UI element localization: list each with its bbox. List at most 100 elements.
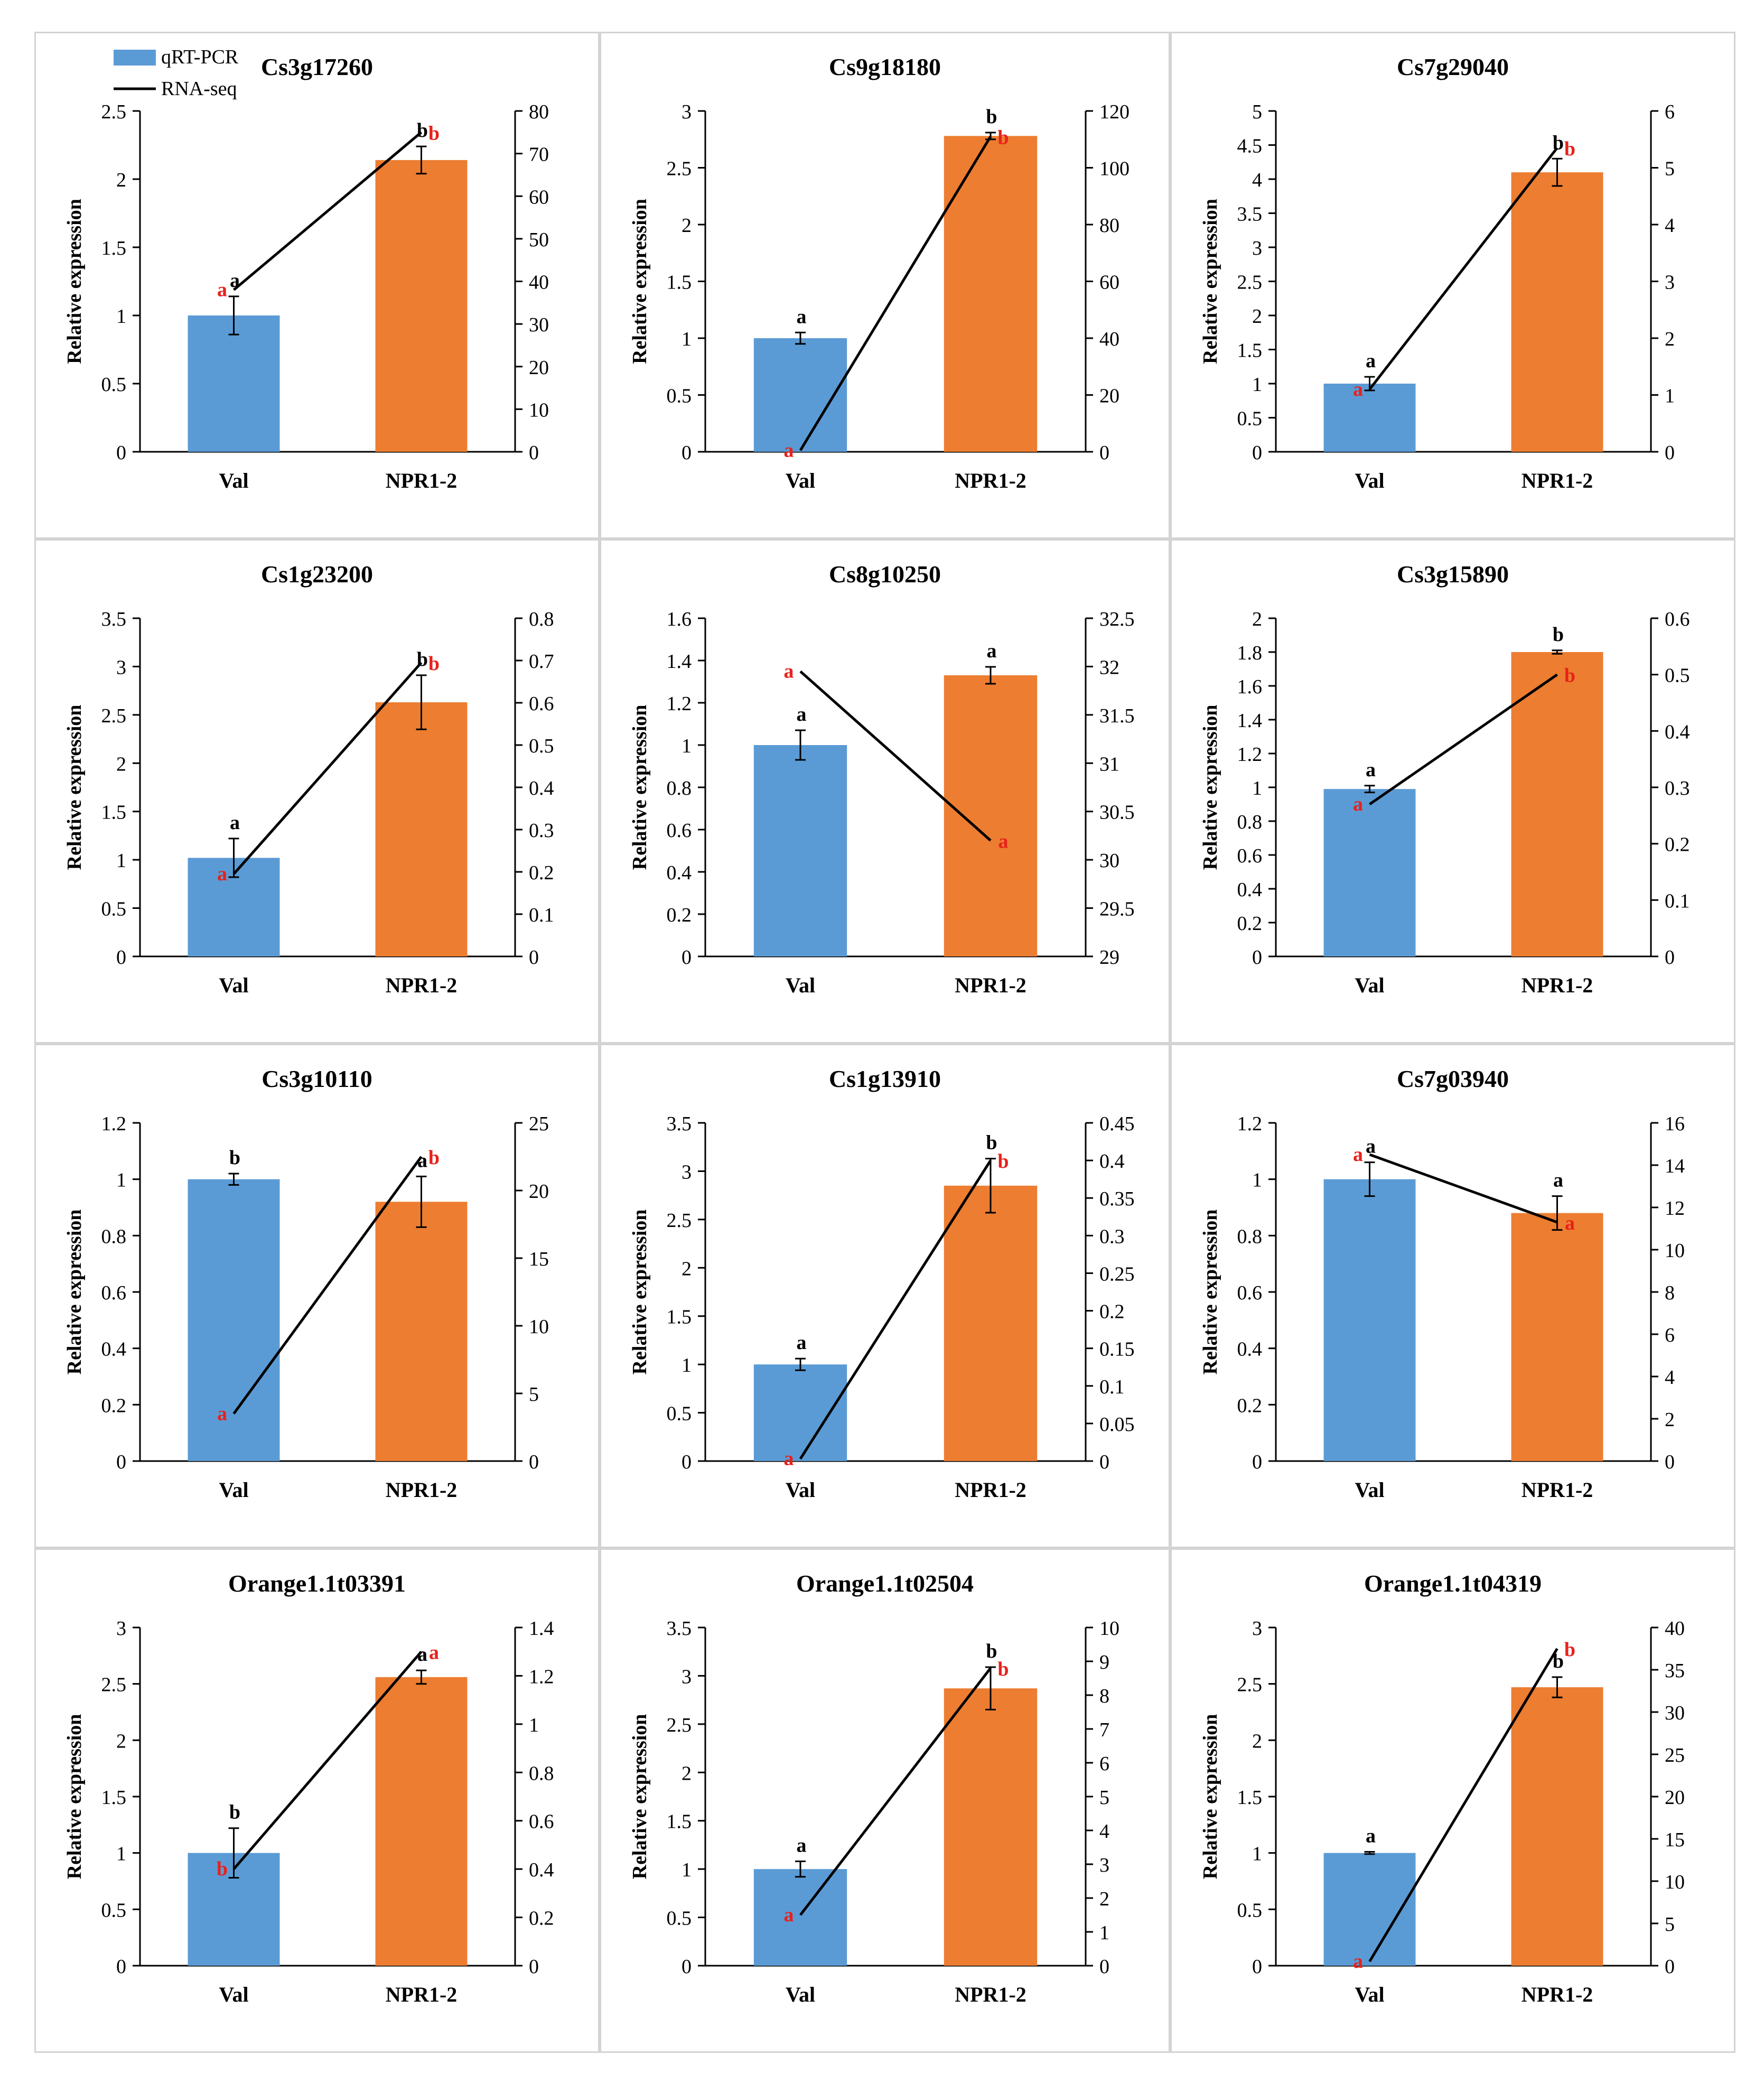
bar-NPR1-2 [1511,1687,1603,1966]
y-tick-label: 0.5 [667,385,692,407]
y2-tick-label: 4 [1665,1366,1675,1389]
y2-tick-label: 2 [1665,1409,1675,1431]
y2-tick-label: 4 [1665,215,1675,237]
y-axis-label: Relative expression [629,1714,651,1880]
y2-tick-label: 9 [1099,1651,1109,1673]
panel-border [1170,32,1735,539]
y-tick-label: 1.5 [101,1787,127,1809]
legend-label-qrt-pcr: qRT-PCR [161,46,239,68]
y-tick-label: 0 [116,946,126,969]
y2-tick-label: 0.05 [1099,1414,1135,1436]
x-tick-label: Val [786,1478,815,1502]
bar-Val [753,338,847,452]
y2-tick-label: 0.4 [529,1859,554,1881]
y2-tick-label: 30 [529,314,549,336]
y-tick-label: 1 [1252,374,1262,396]
bar-NPR1-2 [944,136,1038,452]
bar-significance-letter: a [417,1643,427,1666]
y-tick-label: 2 [682,215,692,237]
line-significance-letter: a [784,439,794,461]
y2-tick-label: 0.4 [1099,1150,1125,1173]
bar-NPR1-2 [375,160,468,452]
line-significance-letter: b [1564,138,1575,160]
x-tick-label: NPR1-2 [955,973,1026,997]
y-tick-label: 0.8 [101,1225,127,1248]
line-significance-letter: a [784,1904,794,1926]
y2-tick-label: 1 [529,1714,539,1736]
line-significance-letter: b [1564,665,1575,687]
x-tick-label: NPR1-2 [955,1983,1026,2006]
y-tick-label: 3.5 [667,1113,692,1135]
y-tick-label: 1 [116,850,126,872]
legend-swatch-qrt-pcr [114,50,156,66]
x-tick-label: Val [786,469,815,492]
x-tick-label: Val [1355,973,1384,997]
chart-title: Cs1g13910 [829,1065,941,1092]
y2-tick-label: 10 [529,1316,549,1338]
y2-tick-label: 4 [1099,1820,1109,1843]
bar-NPR1-2 [375,1202,468,1461]
bar-significance-letter: a [1366,1136,1376,1158]
panel-border [600,32,1170,539]
y2-tick-label: 0.2 [1665,834,1690,856]
y-tick-label: 1.5 [101,237,127,259]
bar-Val [753,745,847,956]
y-tick-label: 1.8 [1237,642,1263,664]
bar-significance-letter: b [986,1132,997,1154]
y2-tick-label: 16 [1665,1113,1685,1135]
bar-significance-letter: a [987,640,997,662]
bar-significance-letter: b [1553,1650,1564,1672]
y-tick-label: 5 [1252,101,1262,123]
panel-border [1170,1044,1735,1548]
bar-Val [753,1869,847,1966]
bar-significance-letter: b [986,1640,997,1662]
line-significance-letter: b [217,1858,228,1880]
y2-tick-label: 6 [1665,1324,1675,1346]
x-tick-label: Val [1355,1983,1384,2006]
y-tick-label: 0 [1252,1451,1262,1473]
y2-tick-label: 0 [1099,1956,1109,1978]
y2-tick-label: 20 [1099,385,1119,407]
y2-tick-label: 8 [1099,1685,1109,1707]
x-tick-label: NPR1-2 [386,973,458,997]
y-axis-label: Relative expression [1199,705,1221,870]
line-significance-letter: b [428,653,440,675]
y-tick-label: 3 [682,1161,692,1183]
y-tick-label: 1.5 [1237,1787,1263,1809]
bar-significance-letter: a [797,1332,807,1354]
y2-tick-label: 0.3 [1665,777,1690,799]
y2-tick-label: 0.15 [1099,1338,1135,1361]
y2-tick-label: 32 [1099,656,1119,678]
y-tick-label: 1.4 [667,650,692,673]
line-significance-letter: a [217,1402,227,1425]
y2-tick-label: 0.4 [1665,721,1690,743]
y-axis-label: Relative expression [1199,1714,1221,1880]
y2-tick-label: 10 [1099,1617,1119,1640]
y2-tick-label: 60 [529,186,549,208]
chart-Orange1.1t04319: Orange1.1t04319 Relative expression 0 0.5 1 1… [1199,1570,1685,2006]
line-significance-letter: a [429,1642,439,1664]
y-tick-label: 1 [116,1169,126,1192]
y-tick-label: 0.5 [1237,1899,1263,1921]
y-tick-label: 0.2 [101,1394,127,1417]
chart-Orange1.1t03391: Orange1.1t03391 Relative expression 0 0.5 1 1… [63,1570,554,2006]
y2-tick-label: 0 [529,1956,539,1978]
y-tick-label: 0 [682,1956,692,1978]
y2-tick-label: 0.3 [1099,1225,1125,1248]
x-tick-label: Val [219,469,248,492]
y2-tick-label: 0.2 [529,862,554,884]
bar-significance-letter: b [417,119,428,142]
y2-tick-label: 0 [1665,1956,1675,1978]
bar-significance-letter: a [797,703,807,726]
bar-significance-letter: a [1366,759,1376,781]
y2-tick-label: 80 [529,101,549,123]
y2-tick-label: 29.5 [1099,898,1135,920]
y2-tick-label: 15 [529,1248,549,1270]
y2-tick-label: 35 [1665,1660,1685,1682]
y-tick-label: 1.2 [101,1113,127,1135]
bar-NPR1-2 [1511,652,1603,956]
chart-title: Cs7g29040 [1397,53,1509,80]
y2-tick-label: 0.25 [1099,1263,1135,1285]
y2-tick-label: 0.6 [529,693,554,715]
y-tick-label: 1 [1252,1169,1262,1192]
